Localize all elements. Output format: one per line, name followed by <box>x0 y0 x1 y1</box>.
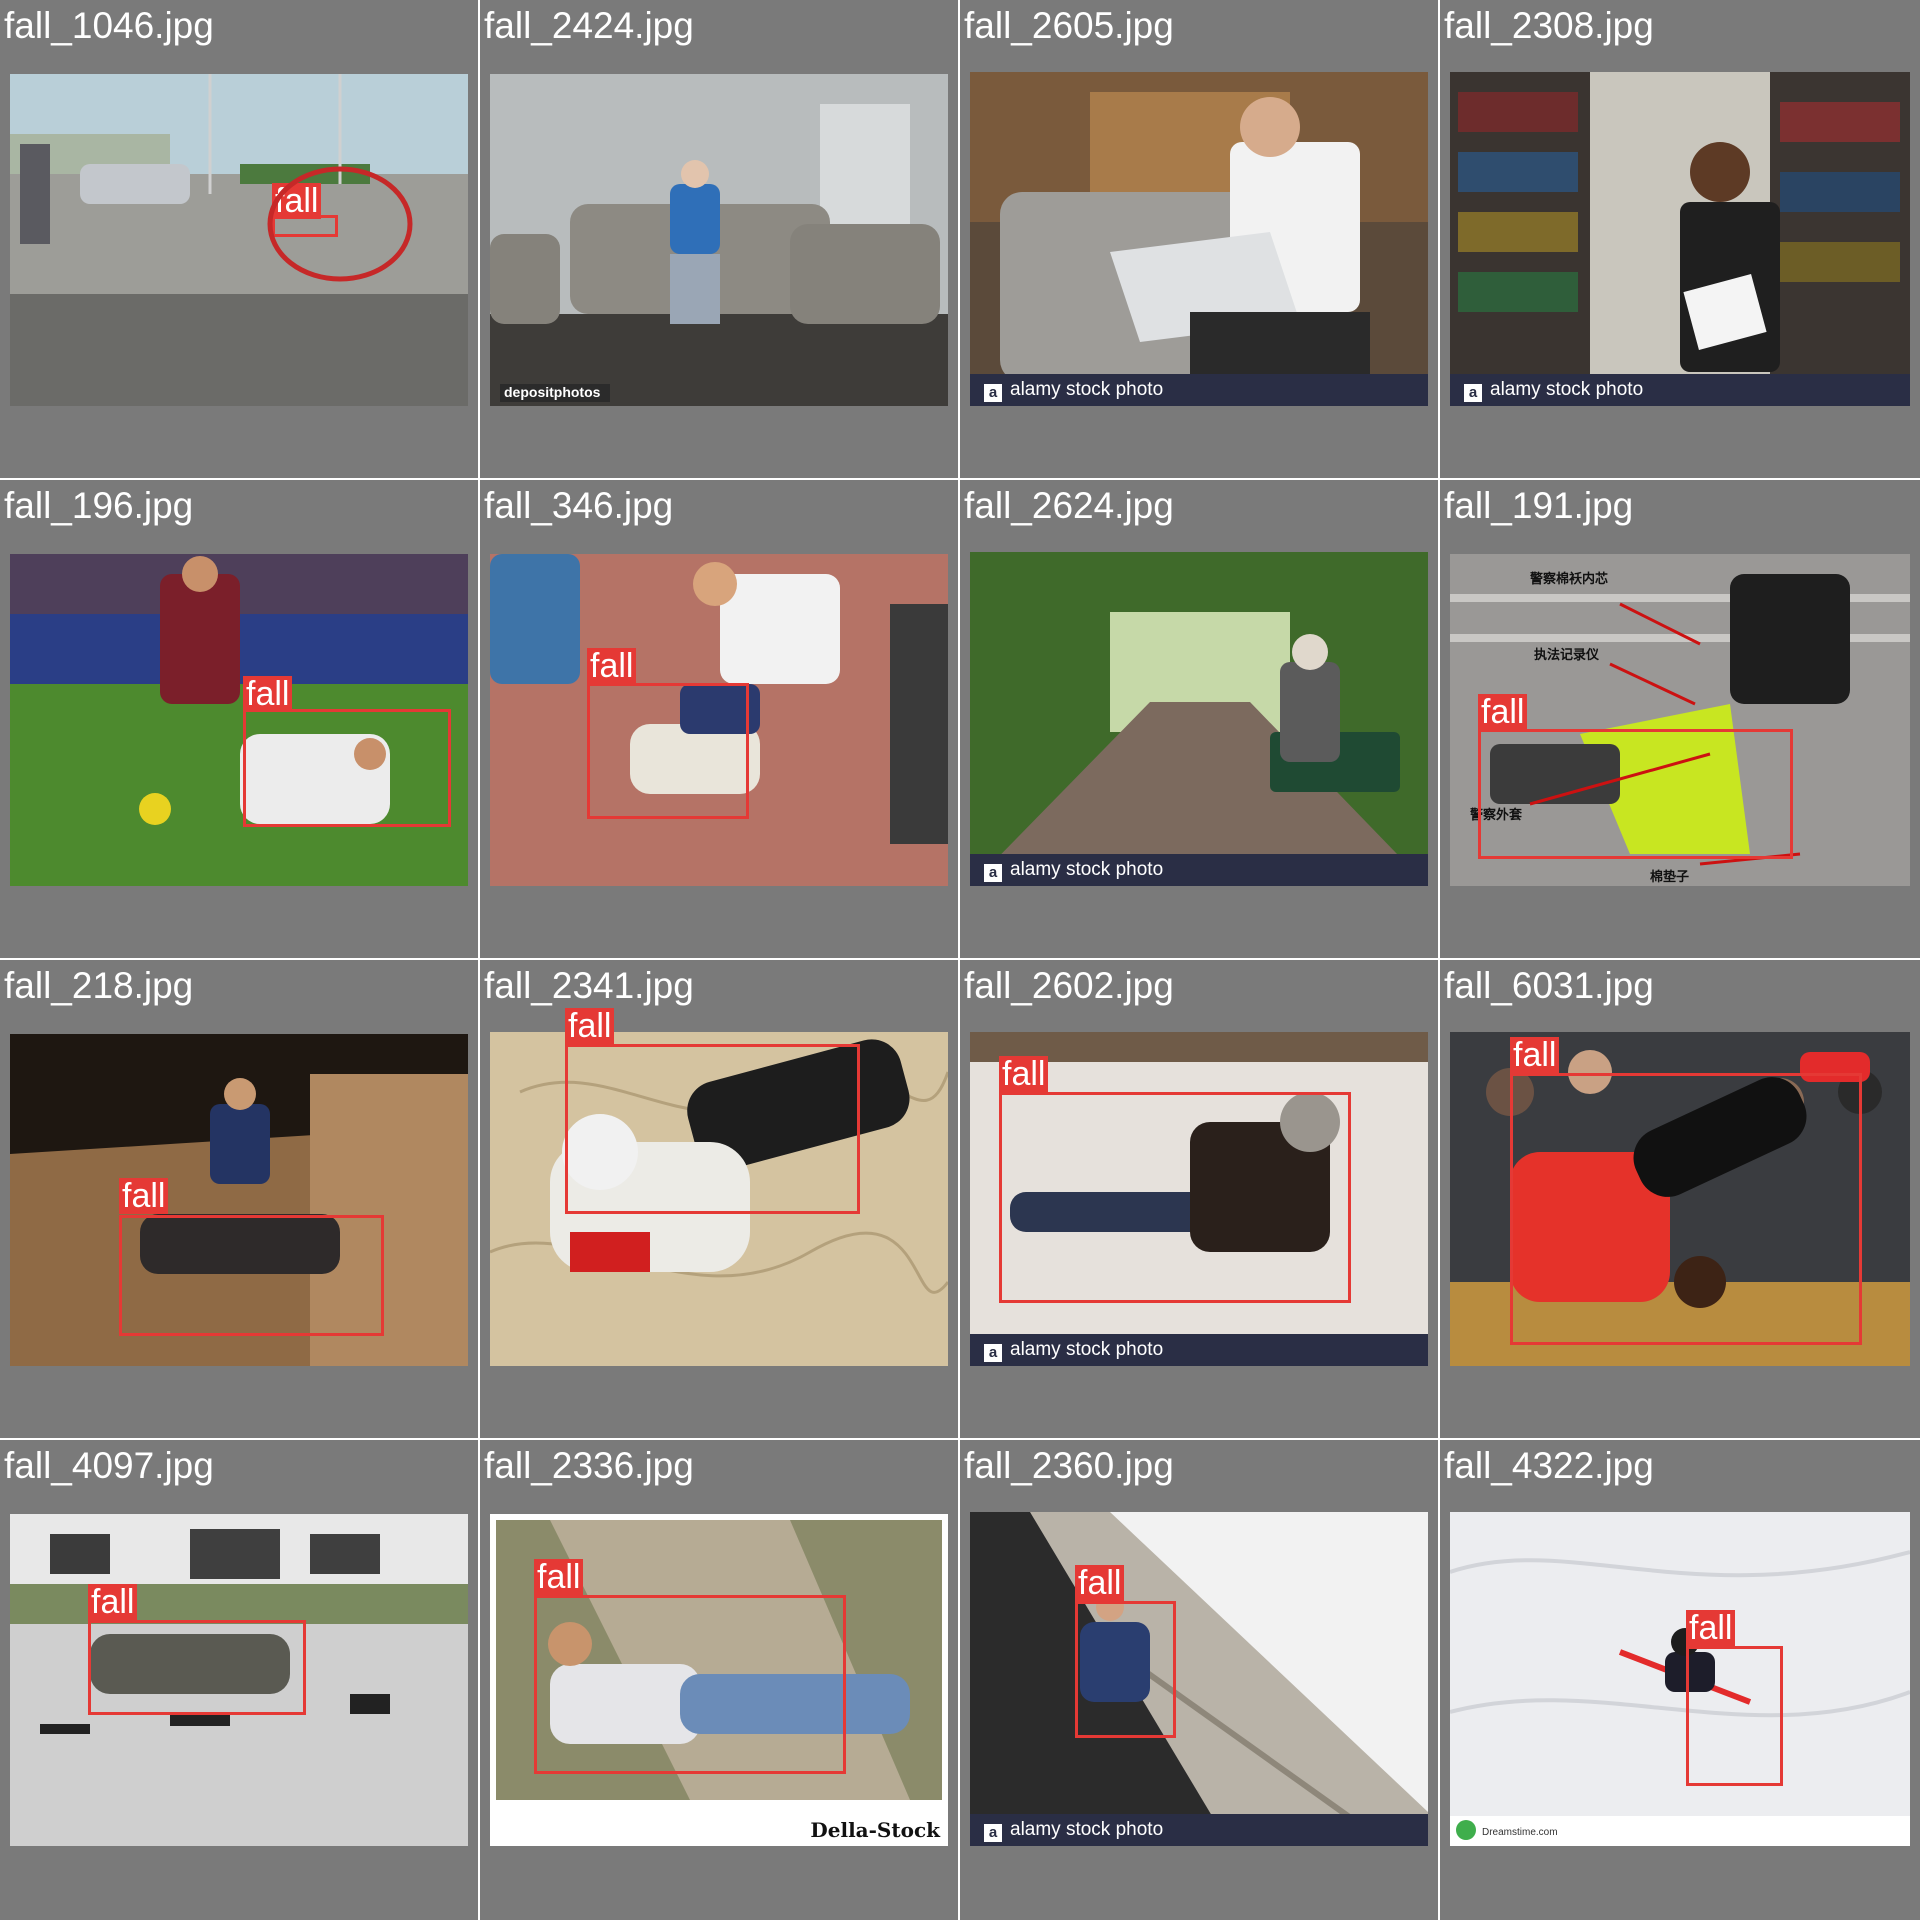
watermark: depositphotos <box>504 384 601 400</box>
watermark-bar: a alamy stock photo <box>1450 374 1910 406</box>
alamy-logo-icon: a <box>984 1344 1002 1362</box>
tile-image <box>490 1032 948 1366</box>
fall-bounding-box <box>587 683 749 819</box>
tile-filename: fall_2605.jpg <box>964 5 1174 46</box>
tile-image <box>10 1514 468 1846</box>
tile-filename: fall_4097.jpg <box>4 1445 214 1486</box>
fall-bounding-box <box>1686 1646 1783 1786</box>
tile-filename: fall_346.jpg <box>484 485 674 526</box>
tile-filename: fall_218.jpg <box>4 965 194 1006</box>
tile-filename: fall_196.jpg <box>4 485 194 526</box>
alamy-logo-icon: a <box>984 864 1002 882</box>
tile-fall-218: fall_218.jpg fall <box>0 960 478 1438</box>
watermark: alamy stock photo <box>1010 1339 1164 1360</box>
tile-fall-2602: fall_2602.jpg a alamy stock photo fall <box>960 960 1438 1438</box>
annotation-text: 警察棉袄内芯 <box>1530 572 1609 587</box>
tile-image: a alamy stock photo <box>970 1512 1428 1846</box>
tile-fall-4322: fall_4322.jpg Dreamstime.com fall <box>1440 1440 1920 1920</box>
fall-label: fall <box>587 648 637 684</box>
tile-fall-2341: fall_2341.jpg fall <box>480 960 958 1438</box>
tile-fall-1046: fall_1046.jpg fall <box>0 0 478 478</box>
fall-label: fall <box>1478 694 1528 730</box>
tile-fall-2360: fall_2360.jpg a alamy stock photo fall <box>960 1440 1438 1920</box>
tile-filename: fall_2341.jpg <box>484 965 694 1006</box>
tile-fall-191: fall_191.jpg 警察棉袄内芯 执法记录仪 警察外套 棉垫子 fall <box>1440 480 1920 958</box>
tile-image: a alamy stock photo <box>1450 72 1910 406</box>
fall-label: fall <box>999 1056 1049 1092</box>
tile-filename: fall_1046.jpg <box>4 5 214 46</box>
fall-bounding-box <box>243 709 451 827</box>
fall-bounding-box <box>88 1620 306 1715</box>
tile-filename: fall_2360.jpg <box>964 1445 1174 1486</box>
tile-image: Dreamstime.com <box>1450 1512 1910 1846</box>
watermark-bar: a alamy stock photo <box>970 854 1428 886</box>
fall-label: fall <box>1075 1565 1125 1601</box>
tile-image: a alamy stock photo <box>970 72 1428 406</box>
tile-filename: fall_2336.jpg <box>484 1445 694 1486</box>
alamy-logo-icon: a <box>984 1824 1002 1842</box>
tile-image <box>490 554 948 886</box>
tile-filename: fall_2308.jpg <box>1444 5 1654 46</box>
watermark: Della-Stock <box>810 1818 940 1842</box>
fall-label: fall <box>88 1584 138 1620</box>
tile-fall-2605: fall_2605.jpg a alamy stock photo <box>960 0 1438 478</box>
tile-image: a alamy stock photo <box>970 552 1428 886</box>
tile-fall-196: fall_196.jpg fall <box>0 480 478 958</box>
tile-fall-2336: fall_2336.jpg Della-Stock fall <box>480 1440 958 1920</box>
tile-filename: fall_6031.jpg <box>1444 965 1654 1006</box>
fall-bounding-box <box>119 1215 384 1336</box>
tile-filename: fall_191.jpg <box>1444 485 1634 526</box>
tile-fall-2624: fall_2624.jpg a alamy stock photo <box>960 480 1438 958</box>
tile-fall-2424: fall_2424.jpg depositphotos <box>480 0 958 478</box>
fall-label: fall <box>119 1178 169 1214</box>
tile-image <box>10 554 468 886</box>
annotation-text: 警察外套 <box>1470 808 1523 823</box>
alamy-logo-icon: a <box>1464 384 1482 402</box>
fall-label: fall <box>1510 1037 1560 1073</box>
tile-image: Della-Stock <box>490 1514 948 1846</box>
tile-fall-6031: fall_6031.jpg fall <box>1440 960 1920 1438</box>
watermark: alamy stock photo <box>1010 1819 1164 1840</box>
tile-filename: fall_2624.jpg <box>964 485 1174 526</box>
annotation-text: 执法记录仪 <box>1534 648 1600 663</box>
annotation-text: 棉垫子 <box>1650 870 1690 885</box>
watermark-bar: a alamy stock photo <box>970 1814 1428 1846</box>
fall-label: fall <box>243 676 293 712</box>
fall-bounding-box <box>1075 1601 1176 1738</box>
alamy-logo-icon: a <box>984 384 1002 402</box>
fall-label: fall <box>534 1559 584 1595</box>
tile-image <box>10 74 468 406</box>
watermark: alamy stock photo <box>1010 859 1164 880</box>
fall-bounding-box <box>534 1595 846 1774</box>
tile-image: depositphotos <box>490 74 948 406</box>
fall-bounding-box <box>565 1044 860 1214</box>
tile-fall-2308: fall_2308.jpg a alamy stock photo <box>1440 0 1920 478</box>
watermark: alamy stock photo <box>1490 379 1644 400</box>
watermark: alamy stock photo <box>1010 379 1164 400</box>
tile-filename: fall_2602.jpg <box>964 965 1174 1006</box>
tile-image <box>1450 1032 1910 1366</box>
tile-fall-4097: fall_4097.jpg fall <box>0 1440 478 1920</box>
fall-label: fall <box>565 1008 615 1044</box>
tile-filename: fall_2424.jpg <box>484 5 694 46</box>
fall-bounding-box <box>1478 729 1793 859</box>
watermark-bar: a alamy stock photo <box>970 1334 1428 1366</box>
watermark: Dreamstime.com <box>1482 1827 1558 1838</box>
fall-label: fall <box>272 183 322 219</box>
tile-filename: fall_4322.jpg <box>1444 1445 1654 1486</box>
tile-fall-346: fall_346.jpg fall <box>480 480 958 958</box>
fall-bounding-box <box>999 1092 1351 1303</box>
fall-label: fall <box>1686 1610 1736 1646</box>
watermark-bar: a alamy stock photo <box>970 374 1428 406</box>
fall-bounding-box <box>1510 1073 1862 1345</box>
